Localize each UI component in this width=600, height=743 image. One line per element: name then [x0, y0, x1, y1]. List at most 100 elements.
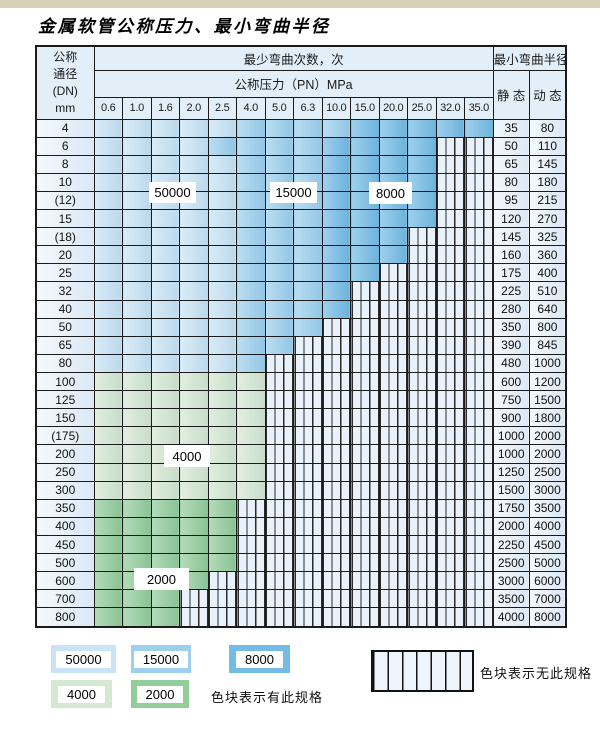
- pressure-col-header: 10.0: [321, 96, 351, 120]
- static-radius-cell: 2500: [492, 553, 530, 573]
- spec-cell-8000: [321, 209, 351, 229]
- no-spec-cell: [435, 136, 465, 156]
- spec-cell-50000: [207, 154, 237, 174]
- spec-cell-8000: [321, 154, 351, 174]
- spec-cell-2000: [93, 516, 123, 537]
- no-spec-cell: [350, 372, 380, 392]
- no-spec-cell: [378, 408, 408, 428]
- table-row: 40 280 640: [35, 299, 567, 319]
- spec-cell-4000: [207, 390, 237, 410]
- no-spec-cell: [464, 281, 494, 301]
- dn-cell: 200: [35, 444, 95, 464]
- no-spec-cell: [407, 498, 437, 518]
- spec-cell-4000: [93, 390, 123, 410]
- dynamic-radius-cell: 800: [528, 317, 567, 337]
- dynamic-radius-cell: 1500: [528, 390, 567, 410]
- spec-cell-8000: [321, 190, 351, 211]
- spec-cell-2000: [150, 498, 180, 518]
- dynamic-radius-cell: 400: [528, 263, 567, 283]
- spec-cell-15000: [264, 335, 294, 355]
- spec-cell-50000: [207, 281, 237, 301]
- no-spec-cell: [293, 372, 323, 392]
- spec-cell-15000: [293, 245, 323, 265]
- no-spec-cell: [321, 444, 351, 464]
- no-spec-cell: [350, 553, 380, 573]
- spec-cell-8000: [350, 209, 380, 229]
- no-spec-cell: [464, 408, 494, 428]
- no-spec-cell: [264, 462, 294, 482]
- static-radius-cell: 480: [492, 353, 530, 374]
- dn-cell: 800: [35, 607, 95, 628]
- spec-cell-4000: [93, 408, 123, 428]
- spec-cell-4000: [93, 426, 123, 446]
- no-spec-cell: [321, 553, 351, 573]
- no-spec-cell: [264, 444, 294, 464]
- no-spec-cell: [321, 335, 351, 355]
- spec-cell-15000: [264, 209, 294, 229]
- spec-cell-50000: [150, 353, 180, 374]
- dn-header-line: (DN): [52, 83, 78, 98]
- spec-cell-8000: [350, 227, 380, 247]
- dn-cell: 500: [35, 553, 95, 573]
- spec-cell-50000: [207, 190, 237, 211]
- table-row: 6 50 110: [35, 136, 567, 156]
- spec-cell-50000: [93, 263, 123, 283]
- static-radius-cell: 1750: [492, 498, 530, 518]
- spec-cell-50000: [207, 227, 237, 247]
- no-spec-cell: [378, 263, 408, 283]
- spec-cell-2000: [179, 516, 209, 537]
- pressure-col-header: 1.0: [122, 96, 152, 120]
- no-spec-cell: [321, 535, 351, 555]
- table-row: 500 2500 5000: [35, 553, 567, 573]
- legend-hatch-swatch: [371, 650, 474, 692]
- legend-swatch-50000: 50000: [51, 645, 116, 673]
- spec-cell-15000: [264, 227, 294, 247]
- no-spec-cell: [407, 480, 437, 500]
- no-spec-cell: [378, 571, 408, 591]
- no-spec-cell: [435, 444, 465, 464]
- no-spec-cell: [350, 462, 380, 482]
- spec-cell-15000: [236, 209, 266, 229]
- pressure-col-header: 2.5: [207, 96, 237, 120]
- dn-cell: 50: [35, 317, 95, 337]
- no-spec-cell: [264, 516, 294, 537]
- no-spec-cell: [464, 444, 494, 464]
- spec-cell-50000: [179, 335, 209, 355]
- spec-cell-15000: [293, 118, 323, 138]
- dynamic-radius-cell: 145: [528, 154, 567, 174]
- static-header: 静 态: [492, 69, 530, 120]
- no-spec-cell: [293, 426, 323, 446]
- spec-cell-2000: [93, 607, 123, 628]
- spec-cell-4000: [150, 408, 180, 428]
- spec-cell-50000: [93, 154, 123, 174]
- no-spec-cell: [236, 589, 266, 609]
- spec-table: 公称 通径 (DN) mm 最少弯曲次数，次 最小弯曲半径 公称压力（PN）MP…: [35, 45, 568, 628]
- no-spec-cell: [350, 335, 380, 355]
- table-row: 400 2000 4000: [35, 516, 567, 537]
- dynamic-radius-cell: 1800: [528, 408, 567, 428]
- no-spec-cell: [321, 589, 351, 609]
- no-spec-cell: [464, 571, 494, 591]
- dn-cell: 4: [35, 118, 95, 138]
- spec-cell-15000: [293, 281, 323, 301]
- spec-cell-50000: [93, 299, 123, 319]
- dynamic-radius-cell: 270: [528, 209, 567, 229]
- spec-cell-8000: [464, 118, 494, 138]
- dn-cell: 400: [35, 516, 95, 537]
- table-row: (18) 145 325: [35, 227, 567, 247]
- spec-cell-2000: [207, 553, 237, 573]
- spec-cell-8000: [350, 154, 380, 174]
- spec-cell-15000: [236, 190, 266, 211]
- no-spec-cell: [236, 607, 266, 628]
- static-radius-cell: 2250: [492, 535, 530, 555]
- spec-cell-50000: [179, 118, 209, 138]
- spec-cell-15000: [293, 299, 323, 319]
- legend-value: 2000: [136, 685, 184, 703]
- spec-cell-15000: [236, 335, 266, 355]
- spec-cell-15000: [236, 299, 266, 319]
- no-spec-cell: [321, 372, 351, 392]
- dn-header-line: mm: [55, 100, 76, 115]
- no-spec-cell: [236, 498, 266, 518]
- spec-cell-4000: [236, 390, 266, 410]
